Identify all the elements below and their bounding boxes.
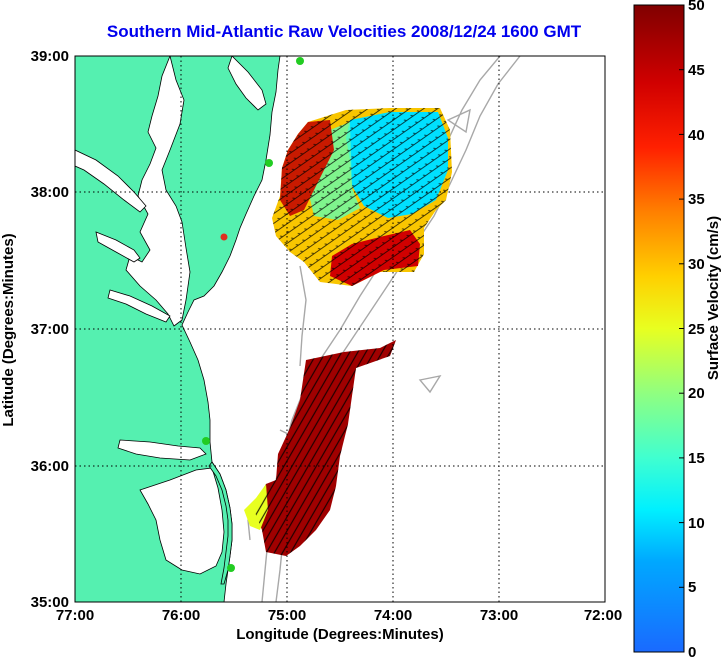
x-axis: 77:00 76:00 75:00 74:00 73:00 72:00 Long… xyxy=(56,607,622,643)
y-tick-label: 36:00 xyxy=(31,458,69,475)
velocity-arrows-south xyxy=(254,340,396,556)
x-tick-label: 73:00 xyxy=(480,607,518,624)
albemarle-sound xyxy=(117,439,207,461)
station-marker xyxy=(220,233,228,241)
x-tick-label: 75:00 xyxy=(268,607,306,624)
colorbar-tick-label: 45 xyxy=(688,62,705,79)
x-tick-label: 77:00 xyxy=(56,607,94,624)
colorbar-tick-label: 30 xyxy=(688,256,705,273)
colorbar-tick-label: 15 xyxy=(688,450,705,467)
rappahannock-river xyxy=(95,231,141,263)
colorbar: 50 45 40 35 30 25 20 15 10 5 0 Surface V… xyxy=(633,0,722,659)
colorbar-label: Surface Velocity (cm/s) xyxy=(705,216,722,380)
colorbar-tick-label: 5 xyxy=(688,579,696,596)
y-axis-label: Latitude (Degrees:Minutes) xyxy=(0,233,17,426)
colorbar-tick-label: 0 xyxy=(688,644,696,659)
y-tick-label: 38:00 xyxy=(31,184,69,201)
x-axis-label: Longitude (Degrees:Minutes) xyxy=(236,626,444,643)
station-marker xyxy=(296,57,304,65)
outer-banks xyxy=(208,461,233,585)
colorbar-tick-label: 50 xyxy=(688,0,705,14)
potomac-river xyxy=(75,149,147,213)
colorbar-scale xyxy=(633,4,685,653)
colorbar-tick-label: 20 xyxy=(688,385,705,402)
station-marker xyxy=(202,437,210,445)
pamlico-sound xyxy=(139,467,225,575)
colorbar-tick-label: 25 xyxy=(688,321,705,338)
y-axis: 39:00 38:00 37:00 36:00 35:00 Latitude (… xyxy=(0,48,69,611)
x-tick-label: 76:00 xyxy=(162,607,200,624)
plot-frame xyxy=(74,55,606,603)
delaware-bay xyxy=(227,56,267,111)
x-tick-label: 74:00 xyxy=(374,607,412,624)
grid-lines xyxy=(75,56,605,602)
velocity-arrows-north xyxy=(272,108,452,286)
station-marker xyxy=(265,159,273,167)
chesapeake-bay xyxy=(125,56,191,327)
y-tick-label: 35:00 xyxy=(31,594,69,611)
james-river xyxy=(107,289,171,323)
colorbar-tick-label: 10 xyxy=(688,515,705,532)
x-tick-label: 72:00 xyxy=(584,607,622,624)
station-marker xyxy=(227,564,235,572)
map-title: Southern Mid-Atlantic Raw Velocities 200… xyxy=(106,22,582,41)
colorbar-tick-label: 35 xyxy=(688,191,705,208)
y-tick-label: 39:00 xyxy=(31,48,69,65)
colorbar-tick-label: 40 xyxy=(688,127,705,144)
y-tick-label: 37:00 xyxy=(31,321,69,338)
